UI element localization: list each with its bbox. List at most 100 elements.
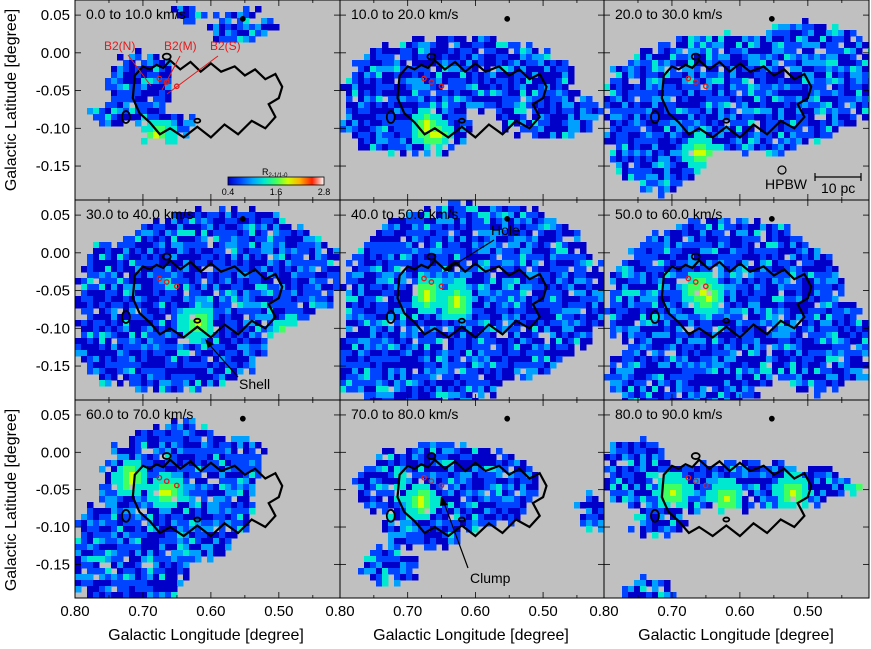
channel-map-panel: 50.0 to 60.0 km/s xyxy=(603,199,870,401)
channel-map-panel: 20.0 to 30.0 km/s xyxy=(603,0,870,201)
source-pointer-b2s xyxy=(166,55,219,95)
x-tick-label: 0.70 xyxy=(128,603,157,620)
emission-map xyxy=(604,18,869,199)
source-marker xyxy=(421,75,427,82)
compact-contour xyxy=(690,452,701,460)
shell-arrow xyxy=(206,341,239,378)
region-contour xyxy=(660,258,813,339)
compact-contour xyxy=(161,252,172,261)
hole-arrow xyxy=(445,239,495,271)
y-tick-label: 0.05 xyxy=(41,207,70,224)
channel-map-panel: 60.0 to 70.0 km/s xyxy=(74,399,341,599)
compact-source-dot xyxy=(504,16,510,22)
source-marker xyxy=(421,275,427,282)
source-marker xyxy=(692,478,699,485)
compact-contour xyxy=(690,252,701,261)
compact-source-dot xyxy=(769,416,775,422)
x-tick-label: 0.80 xyxy=(325,603,354,620)
compact-contour xyxy=(193,117,202,124)
emission-map xyxy=(75,418,268,598)
source-marker xyxy=(702,482,709,489)
compact-source-dot xyxy=(769,16,775,22)
scale-bar-label: 10 pc xyxy=(821,180,855,196)
emission-map xyxy=(604,218,869,400)
colorbar-tick-max: 2.8 xyxy=(318,187,331,197)
source-marker xyxy=(156,474,163,481)
compact-contour xyxy=(161,452,172,460)
compact-contour xyxy=(121,110,131,124)
region-contour xyxy=(396,58,548,139)
compact-contour xyxy=(121,508,131,523)
region-contour xyxy=(660,458,813,538)
y-axis-title-2: Galactic Latitude [degree] xyxy=(3,409,20,591)
compact-contour xyxy=(690,52,701,61)
y-tick-label: -0.05 xyxy=(36,283,70,300)
region-contour xyxy=(660,58,813,139)
shell-arrowhead xyxy=(205,339,214,348)
source-marker xyxy=(173,283,180,290)
y-tick-label: -0.05 xyxy=(36,482,70,499)
x-tick-label: 0.60 xyxy=(196,603,225,620)
region-contour xyxy=(396,458,548,538)
compact-contour xyxy=(650,508,660,523)
compact-contour xyxy=(193,317,202,324)
source-marker xyxy=(692,79,699,85)
compact-contour xyxy=(385,508,396,523)
x-tick-label: 0.50 xyxy=(528,603,557,620)
compact-contour xyxy=(722,117,731,124)
x-tick-label: 0.70 xyxy=(657,603,686,620)
source-marker xyxy=(438,83,445,90)
clump-label: Clump xyxy=(470,570,511,586)
panel-velocity-label: 60.0 to 70.0 km/s xyxy=(86,406,193,422)
source-marker xyxy=(163,478,170,485)
x-tick-label: 0.70 xyxy=(393,603,422,620)
x-axis-title-2: Galactic Longitude [degree] xyxy=(373,627,569,644)
panel-velocity-label: 50.0 to 60.0 km/s xyxy=(615,206,722,222)
channel-map-panel: 80.0 to 90.0 km/s xyxy=(603,399,870,599)
y-tick-label: -0.10 xyxy=(36,320,70,337)
compact-contour xyxy=(650,310,660,324)
channel-map-panel: 0.0 to 10.0 km/s xyxy=(74,0,341,201)
compact-source-dot xyxy=(240,216,246,222)
compact-contour xyxy=(426,452,437,460)
hpbw-label: HPBW xyxy=(765,176,808,192)
panel-velocity-label: 40.0 to 50.0 km/s xyxy=(351,206,458,222)
source-marker xyxy=(428,478,435,485)
source-marker xyxy=(685,275,692,282)
compact-source-dot xyxy=(240,416,246,422)
source-marker xyxy=(685,75,692,82)
clump-arrow xyxy=(442,499,469,569)
shell-label: Shell xyxy=(239,376,270,392)
channel-map-panel: 30.0 to 40.0 km/s xyxy=(74,199,341,401)
y-tick-label: -0.10 xyxy=(36,519,70,536)
region-contour xyxy=(396,258,548,339)
compact-contour xyxy=(121,310,131,324)
channel-map-panel: 10.0 to 20.0 km/s xyxy=(339,0,605,201)
compact-contour xyxy=(457,317,466,324)
y-tick-label: -0.05 xyxy=(36,83,70,100)
compact-contour xyxy=(161,52,172,61)
emission-map xyxy=(352,442,604,587)
y-tick-label: 0.00 xyxy=(41,444,70,461)
source-marker xyxy=(685,474,692,481)
compact-contour xyxy=(426,52,437,61)
y-tick-label: -0.15 xyxy=(36,358,70,375)
y-axis-title-1: Galactic Latitude [degree] xyxy=(3,9,20,191)
emission-map xyxy=(340,200,604,400)
colorbar: R2-1/1-0 0.4 1.6 2.8 xyxy=(222,167,331,197)
x-tick-label: 0.50 xyxy=(264,603,293,620)
emission-map xyxy=(75,206,340,393)
source-marker xyxy=(428,279,435,285)
panel-velocity-label: 30.0 to 40.0 km/s xyxy=(86,206,193,222)
y-tick-label: 0.05 xyxy=(41,407,70,424)
source-marker xyxy=(438,283,445,290)
compact-contour xyxy=(385,110,396,124)
y-tick-label: 0.00 xyxy=(41,45,70,62)
compact-source-dot xyxy=(504,416,510,422)
region-contour xyxy=(131,58,284,139)
compact-contour xyxy=(457,516,466,523)
emission-map xyxy=(87,6,280,145)
panel-velocity-label: 80.0 to 90.0 km/s xyxy=(615,406,722,422)
colorbar-tick-min: 0.4 xyxy=(222,187,235,197)
panel-velocity-label: 0.0 to 10.0 km/s xyxy=(86,6,186,22)
